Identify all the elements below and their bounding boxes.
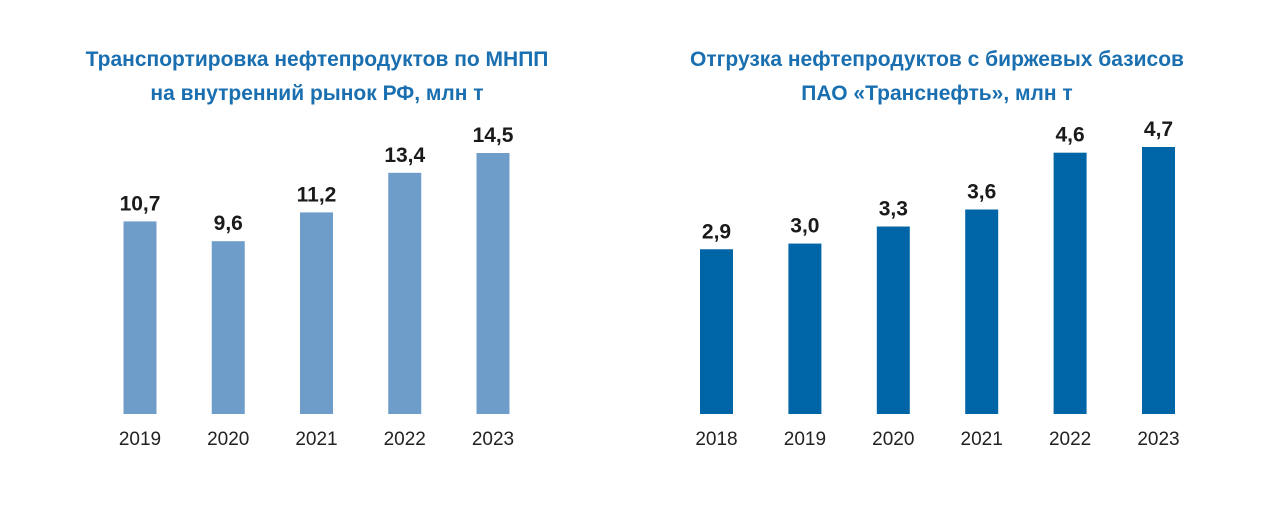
chart-left-value-label-2020: 9,6 (214, 212, 243, 235)
chart-right-tick-label-2021: 2021 (961, 429, 1003, 450)
chart-left-title-line-2: на внутренний рынок РФ, млн т (150, 82, 483, 105)
chart-left: Транспортировка нефтепродуктов по МНПП н… (86, 48, 549, 450)
chart-right-value-label-2021: 3,6 (967, 180, 996, 203)
chart-right-bar-2019 (788, 243, 822, 414)
chart-right-marks: 2,9 2018 3,0 2019 3,3 2020 3,6 2021 4,6 2022 4,7 20… (695, 118, 1179, 450)
chart-left-title-line-1: Транспортировка нефтепродуктов по МНПП (86, 48, 549, 71)
chart-left-bar-2022 (388, 172, 422, 414)
chart-right-title-line-1: Отгрузка нефтепродуктов с биржевых базис… (690, 48, 1184, 71)
chart-left-value-label-2022: 13,4 (384, 144, 425, 167)
chart-left-bar-2021 (300, 212, 333, 414)
chart-left-marks: 10,7 2019 9,6 2020 11,2 2021 13,4 2022 14,5 2023 (119, 124, 514, 450)
chart-right-title-line-2: ПАО «Транснефть», млн т (801, 82, 1072, 105)
chart-right-bar-2018 (700, 249, 733, 414)
chart-left-value-label-2019: 10,7 (120, 192, 161, 215)
chart-right-value-label-2019: 3,0 (790, 215, 819, 238)
chart-right-value-label-2023: 4,7 (1144, 118, 1173, 141)
chart-right-bar-2021 (965, 209, 999, 414)
chart-left-tick-label-2019: 2019 (119, 429, 161, 450)
chart-left-bar-2023 (476, 153, 510, 414)
chart-left-bar-2020 (211, 241, 245, 414)
chart-right-tick-label-2019: 2019 (784, 429, 826, 450)
chart-right-value-label-2018: 2,9 (702, 220, 731, 243)
chart-left-value-label-2021: 11,2 (297, 183, 337, 206)
chart-left-tick-label-2022: 2022 (384, 429, 426, 450)
chart-left-value-label-2023: 14,5 (473, 124, 514, 147)
chart-right-value-label-2020: 3,3 (879, 198, 908, 221)
chart-right-tick-label-2018: 2018 (695, 429, 737, 450)
chart-right: Отгрузка нефтепродуктов с биржевых базис… (690, 48, 1184, 450)
chart-right-bar-2022 (1053, 152, 1087, 414)
chart-right-tick-label-2020: 2020 (872, 429, 914, 450)
chart-left-tick-label-2020: 2020 (207, 429, 249, 450)
chart-right-bar-2023 (1142, 147, 1175, 414)
chart-left-bar-2019 (123, 221, 157, 414)
chart-left-tick-label-2021: 2021 (295, 429, 337, 450)
chart-left-tick-label-2023: 2023 (472, 429, 514, 450)
chart-right-tick-label-2022: 2022 (1049, 429, 1091, 450)
chart-right-bar-2020 (876, 226, 910, 414)
chart-right-value-label-2022: 4,6 (1055, 124, 1084, 147)
chart-right-tick-label-2023: 2023 (1137, 429, 1179, 450)
